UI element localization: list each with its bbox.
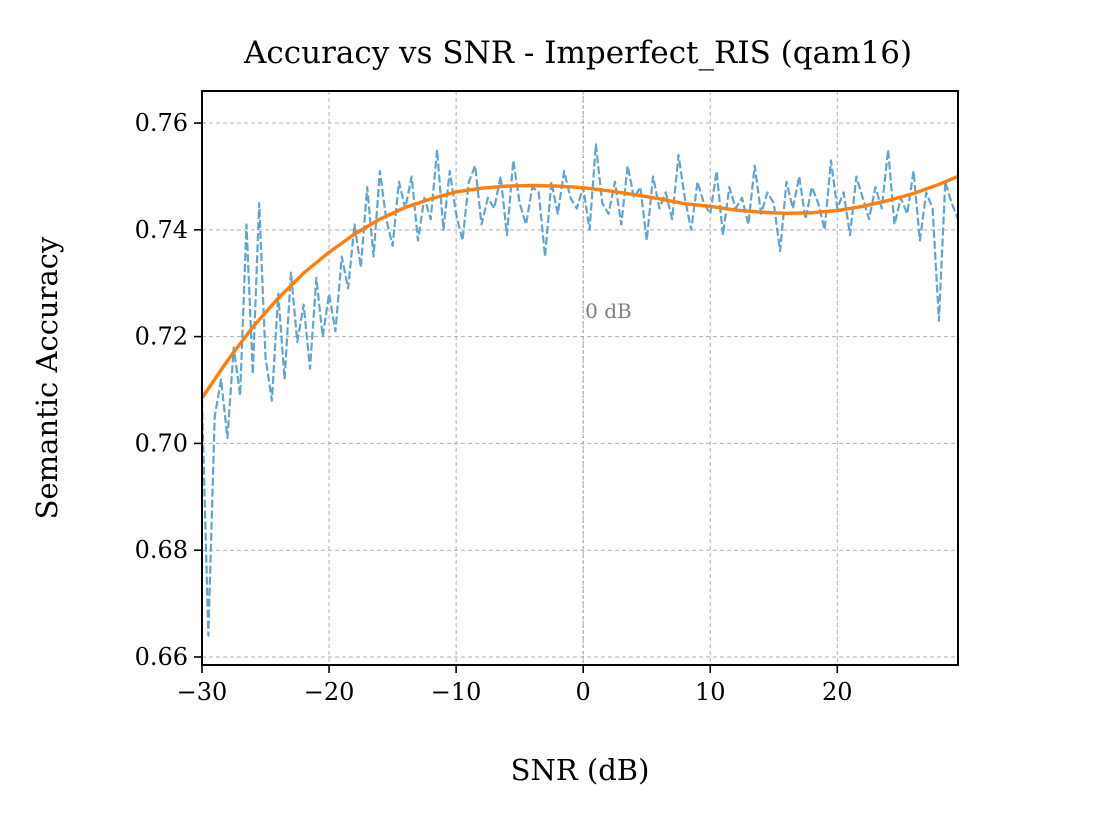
- y-tick-label: 0.68: [135, 536, 188, 564]
- x-tick-label: 10: [695, 678, 726, 706]
- x-axis-label: SNR (dB): [511, 753, 650, 787]
- x-tick-label: 0: [576, 678, 591, 706]
- annotation-group: 0 dB: [582, 91, 632, 665]
- x-tick-label: 20: [822, 678, 853, 706]
- y-tick-label: 0.76: [135, 109, 188, 137]
- series-group: [200, 143, 960, 637]
- series-raw-accuracy-line: [200, 143, 960, 637]
- y-axis-label: Semantic Accuracy: [30, 236, 64, 519]
- y-tick-label: 0.66: [135, 643, 188, 671]
- annotation-0db: 0 dB: [585, 299, 632, 323]
- x-tick-label: −10: [431, 678, 482, 706]
- x-tick-label: −30: [177, 678, 228, 706]
- ticks-group: −30 −20 −10 0 10 20 0.66 0.68 0.70 0.72 0.74 0.76: [135, 109, 853, 706]
- grid: [201, 91, 958, 665]
- y-tick-label: 0.72: [135, 323, 188, 351]
- y-tick-label: 0.70: [135, 429, 188, 457]
- series-trend-line: [200, 174, 959, 399]
- plot-frame: [201, 90, 959, 666]
- y-tick-label: 0.74: [135, 216, 188, 244]
- chart-title: Accuracy vs SNR - Imperfect_RIS (qam16): [243, 35, 912, 71]
- x-tick-label: −20: [304, 678, 355, 706]
